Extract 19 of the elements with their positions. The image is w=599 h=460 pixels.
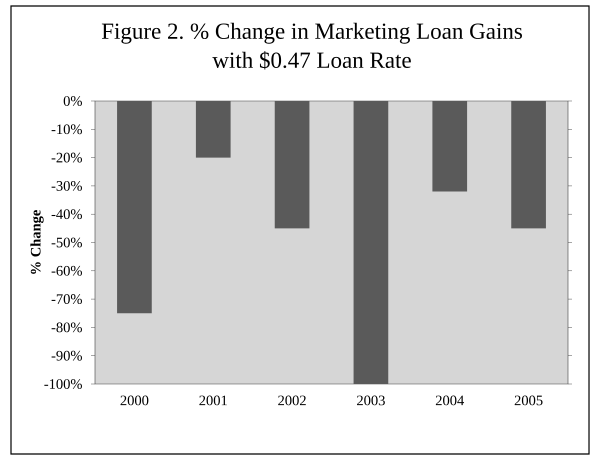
x-tick-label: 2005 [514, 396, 543, 406]
y-tick-label: 0% [64, 96, 82, 106]
x-tick-label: 2003 [357, 396, 385, 406]
y-tick-label: -90% [52, 350, 82, 361]
y-axis-title: % Change [30, 210, 44, 274]
y-tick-label: -30% [52, 180, 82, 191]
chart-title: Figure 2. % Change in Marketing Loan Gains with $0.47 Loan Rate [102, 22, 522, 70]
y-tick-label: -80% [52, 322, 82, 332]
y-tick-label: -100% [44, 379, 82, 389]
y-tick-label: -50% [52, 238, 82, 248]
x-tick-label: 2004 [436, 396, 464, 406]
y-tick-label: -70% [52, 294, 82, 304]
y-tick-label: -40% [52, 209, 82, 220]
y-tick-label: -20% [52, 152, 82, 163]
x-tick-label: 2000 [120, 396, 148, 406]
x-tick-label: 2001 [199, 396, 227, 406]
x-tick-label: 2002 [278, 396, 306, 406]
y-tick-label: -10% [52, 124, 82, 134]
y-tick-label: -60% [52, 266, 82, 276]
